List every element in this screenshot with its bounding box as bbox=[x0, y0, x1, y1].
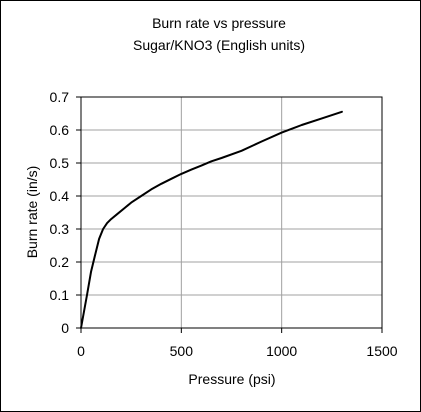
x-axis-ticks: 0 500 1000 1500 bbox=[77, 328, 398, 359]
x-axis-label: Pressure (psi) bbox=[188, 371, 275, 387]
y-axis-label: Burn rate (in/s) bbox=[24, 166, 40, 259]
series-line bbox=[80, 110, 343, 329]
x-tick-label: 1500 bbox=[366, 343, 397, 359]
series-group bbox=[80, 110, 343, 329]
y-tick-label: 0.3 bbox=[50, 221, 70, 237]
y-tick-label: 0.4 bbox=[50, 188, 70, 204]
x-tick-label: 0 bbox=[77, 343, 85, 359]
y-tick-label: 0.1 bbox=[50, 287, 70, 303]
y-tick-label: 0.7 bbox=[50, 89, 70, 105]
y-tick-label: 0.2 bbox=[50, 254, 70, 270]
x-tick-label: 500 bbox=[170, 343, 194, 359]
gridlines bbox=[81, 97, 382, 328]
chart-subtitle: Sugar/KNO3 (English units) bbox=[133, 37, 305, 53]
x-tick-label: 1000 bbox=[266, 343, 297, 359]
y-tick-label: 0.5 bbox=[50, 155, 70, 171]
chart-title: Burn rate vs pressure bbox=[152, 15, 286, 31]
plot-area-border bbox=[80, 96, 383, 329]
y-tick-label: 0 bbox=[61, 320, 69, 336]
y-tick-label: 0.6 bbox=[50, 122, 70, 138]
y-axis-ticks: 0 0.1 0.2 0.3 0.4 0.5 0.6 0.7 bbox=[50, 89, 81, 336]
